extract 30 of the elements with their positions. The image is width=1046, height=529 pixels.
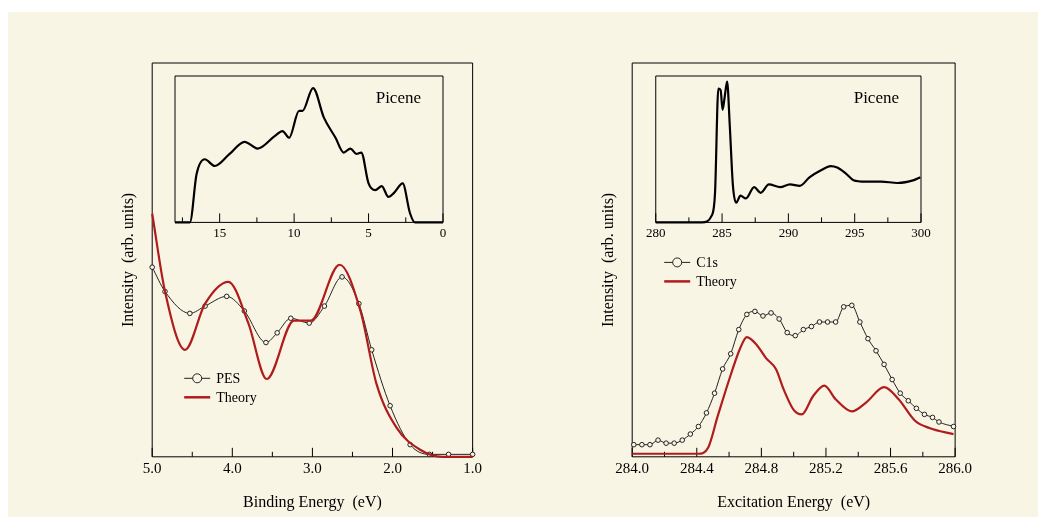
x-tick-label: 0 (439, 224, 447, 240)
x-tick-label: 4.0 (222, 459, 242, 476)
x-tick-label: 280 (646, 224, 666, 240)
x-tick-label: 2.0 (383, 459, 402, 476)
x-axis-title: Binding Energy (eV) (243, 492, 382, 511)
x-tick-label: 300 (911, 224, 931, 240)
x-tick-label: 286.0 (938, 459, 972, 476)
x-tick-label: 285.2 (809, 459, 843, 476)
y-axis-title: Intensity (arb. units) (118, 192, 137, 327)
x-tick-label: 284.0 (615, 459, 650, 476)
y-axis-title: Intensity (arb. units) (598, 192, 617, 327)
x-tick-label: 285 (712, 224, 732, 240)
x-tick-label: 284.4 (679, 459, 715, 476)
x-tick-label: 285.6 (873, 459, 908, 476)
x-tick-label: 3.0 (303, 459, 322, 476)
annotation: Picene (375, 87, 421, 107)
x-axis-title: Excitation Energy (eV) (717, 492, 871, 511)
x-tick-label: 295 (844, 224, 865, 240)
x-tick-label: 290 (778, 224, 799, 240)
x-tick-label: 5.0 (142, 459, 162, 476)
legend-label: Theory (696, 274, 737, 290)
legend-label: Theory (216, 389, 257, 405)
legend-label: C1s (696, 255, 718, 271)
annotation: Picene (853, 87, 899, 107)
x-tick-label: 5 (365, 224, 372, 240)
legend-label: PES (216, 370, 241, 386)
x-tick-label: 15 (213, 224, 227, 240)
x-tick-label: 284.8 (744, 459, 779, 476)
x-tick-label: 1.0 (463, 459, 482, 476)
x-tick-label: 10 (287, 224, 301, 240)
